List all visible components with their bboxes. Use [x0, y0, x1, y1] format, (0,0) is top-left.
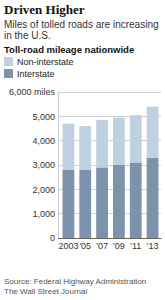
- x-tick-label: '07: [96, 241, 108, 251]
- bar: [96, 120, 108, 167]
- y-tick-label: 4,000: [32, 136, 55, 146]
- legend-label: Interstate: [17, 69, 55, 79]
- y-tick-label: 6,000 miles: [9, 87, 56, 97]
- y-tick: 1,000: [32, 209, 58, 219]
- source: Source: Federal Highway Administration: [4, 277, 146, 286]
- x-axis: 2003'05 '07 '09 '11 '13: [58, 238, 161, 251]
- title: Driven Higher: [4, 2, 85, 17]
- bar: [147, 107, 159, 158]
- bar: [96, 167, 108, 238]
- y-tick: 6,000 miles: [9, 87, 58, 97]
- y-tick-label: 0: [50, 233, 55, 243]
- y-axis-line: [58, 93, 59, 239]
- legend-swatch: [4, 69, 13, 78]
- y-tick: 5,000: [32, 112, 58, 122]
- bar: [130, 163, 142, 238]
- x-tick: '07: [96, 238, 108, 251]
- axis-title: Toll-road mileage nationwide: [4, 44, 134, 55]
- x-tick-label: '05: [79, 241, 91, 251]
- chart: Driven Higher Miles of tolled roads are i…: [0, 0, 165, 300]
- legend-swatch: [4, 57, 13, 66]
- y-tick: 2,000: [32, 185, 58, 195]
- grid-line: [58, 92, 161, 93]
- bar: [130, 115, 142, 162]
- bar: [147, 158, 159, 238]
- grid: [58, 92, 161, 238]
- x-tick-label: '11: [130, 241, 141, 251]
- baseline: [58, 238, 161, 239]
- legend-label: Non-interstate: [17, 57, 74, 67]
- bar: [113, 118, 125, 165]
- y-tick: 4,000: [32, 136, 58, 146]
- bar: [79, 126, 91, 170]
- y-tick-label: 3,000: [32, 160, 55, 170]
- x-tick: '09: [113, 238, 125, 251]
- subtitle-line: Miles of tolled roads are increasing: [4, 19, 159, 30]
- y-tick-label: 2,000: [32, 185, 55, 195]
- y-axis: 0 1,000 2,000 3,000 4,000 5,000 6,000 miles: [9, 87, 59, 243]
- x-tick: '13: [147, 238, 159, 251]
- y-tick: 3,000: [32, 160, 58, 170]
- x-tick: 2003: [58, 238, 78, 251]
- legend: Non-interstate Interstate: [4, 57, 74, 79]
- x-tick-label: '13: [147, 241, 159, 251]
- credit: The Wall Street Journal: [4, 287, 88, 296]
- x-tick-label: 2003: [58, 241, 78, 251]
- x-tick-label: '09: [113, 241, 125, 251]
- bars: [63, 107, 159, 238]
- bar: [63, 124, 75, 170]
- grid-line: [58, 238, 161, 239]
- x-tick: '05: [79, 238, 91, 251]
- x-axis-line: [61, 238, 162, 239]
- y-tick: 0: [50, 233, 58, 243]
- y-tick-label: 5,000: [32, 112, 55, 122]
- grid-line: [58, 116, 161, 117]
- y-tick-label: 1,000: [32, 209, 55, 219]
- bar: [63, 170, 75, 238]
- bar: [113, 165, 125, 238]
- subtitle: Miles of tolled roads are increasingin t…: [4, 19, 159, 41]
- x-tick: '11: [130, 238, 141, 251]
- bar: [79, 170, 91, 238]
- subtitle-line: in the U.S.: [4, 30, 51, 41]
